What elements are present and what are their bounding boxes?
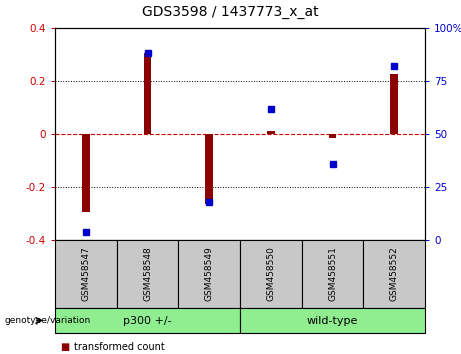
Text: genotype/variation: genotype/variation [5, 316, 91, 325]
Text: GSM458549: GSM458549 [205, 247, 213, 301]
Text: GDS3598 / 1437773_x_at: GDS3598 / 1437773_x_at [142, 5, 319, 19]
Text: GSM458547: GSM458547 [81, 247, 90, 301]
Bar [206, 134, 213, 204]
Bar [390, 74, 398, 134]
Text: ■: ■ [60, 342, 69, 352]
Text: p300 +/-: p300 +/- [123, 315, 172, 325]
Text: GSM458548: GSM458548 [143, 247, 152, 301]
Text: transformed count: transformed count [74, 342, 165, 352]
Text: GSM458552: GSM458552 [390, 247, 399, 301]
Bar [329, 134, 336, 138]
Bar [144, 53, 151, 134]
Bar [82, 134, 89, 212]
Bar [267, 131, 275, 134]
Text: wild-type: wild-type [307, 315, 358, 325]
Text: GSM458550: GSM458550 [266, 247, 275, 302]
Text: GSM458551: GSM458551 [328, 247, 337, 302]
